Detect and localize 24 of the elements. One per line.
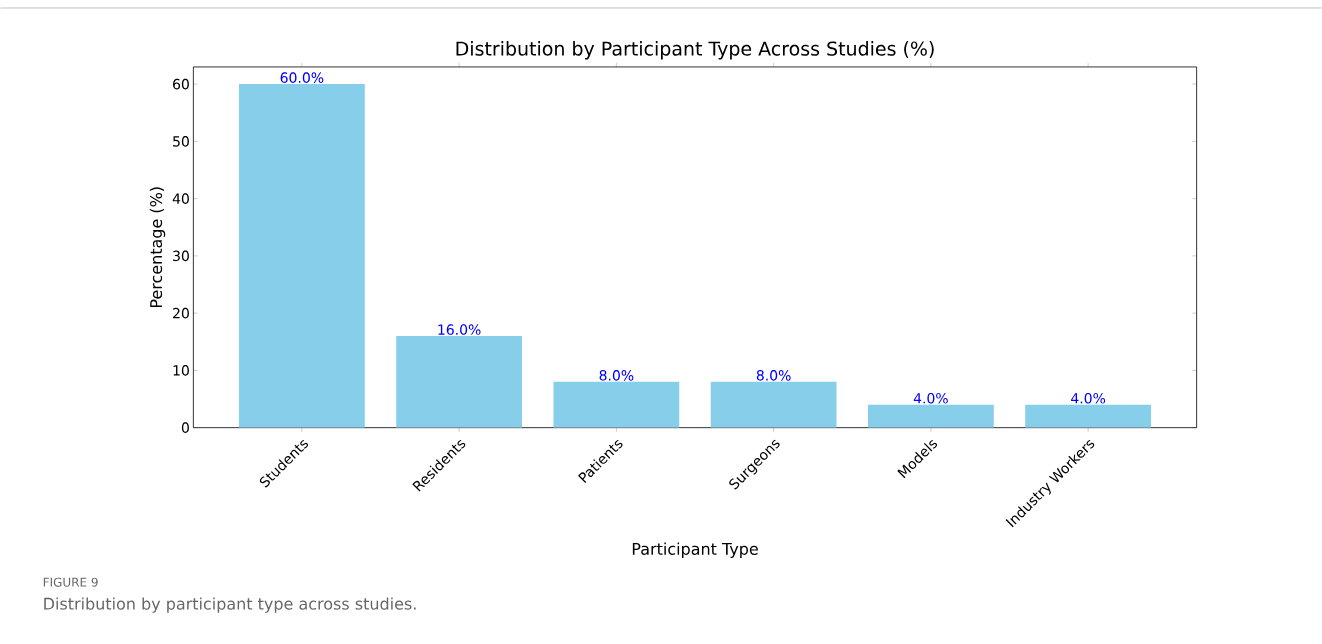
y-tick-label: 50 (173, 136, 189, 147)
data-label: 4.0% (1071, 393, 1106, 404)
caption: FIGURE 9 (43, 577, 98, 587)
y-tick-label: 20 (173, 308, 189, 319)
data-label: 60.0% (280, 72, 324, 84)
y-tick-label: 10 (173, 365, 189, 376)
bar (238, 84, 365, 428)
data-label: 8.0% (599, 370, 634, 381)
data-label: 8.0% (756, 370, 791, 381)
bar (1025, 405, 1152, 428)
y-tick-label: 30 (173, 250, 189, 262)
bar (553, 382, 680, 428)
data-label: 16.0% (438, 324, 481, 336)
y-axis-title: Percentage (%) (149, 187, 166, 308)
chart-title: Distribution by Participant Type Across Studies (%) (456, 41, 934, 60)
y-tick-label: 0 (181, 422, 189, 434)
bar (867, 405, 994, 428)
x-axis-title: Participant Type (632, 542, 758, 559)
bar (710, 382, 837, 428)
text: Distribution by participant type across studies. (44, 597, 416, 614)
y-tick-label: 60 (173, 79, 189, 90)
bar (396, 336, 523, 428)
y-tick-label: 40 (172, 193, 189, 205)
data-label: 4.0% (913, 393, 948, 404)
